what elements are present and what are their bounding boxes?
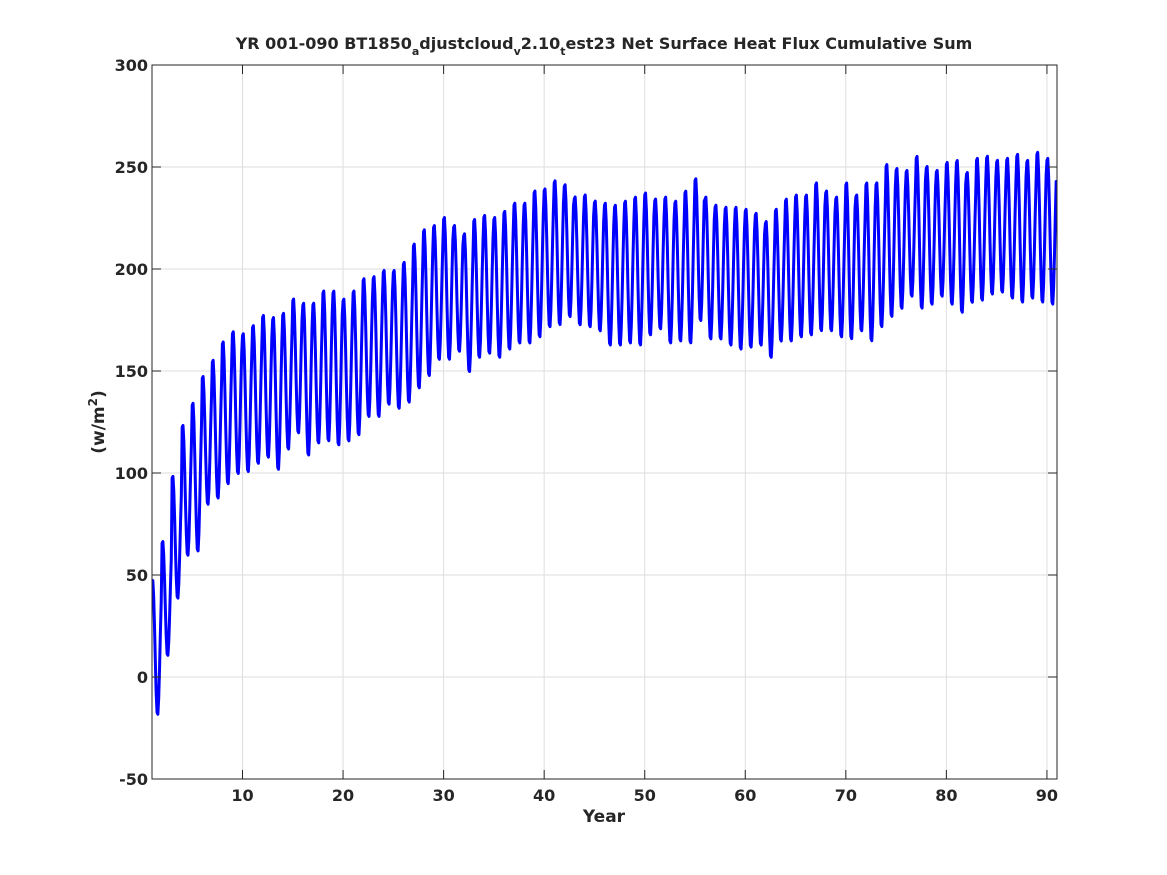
y-tick-label: 150 [115, 362, 148, 381]
y-tick-label: -50 [119, 770, 148, 789]
y-axis-label-superscript: 2 [86, 398, 100, 406]
chart-title-part: est23 Net Surface Heat Flux Cumulative S… [566, 34, 973, 53]
y-axis-label-prefix: (w/m [89, 406, 109, 453]
y-axis-label: (w/m2) [86, 390, 109, 454]
chart-title-part: djustcloud [419, 34, 513, 53]
chart-title-part: 2.10 [521, 34, 560, 53]
chart-title-part: YR 001-090 BT1850 [235, 34, 412, 53]
x-tick-label: 90 [1036, 786, 1058, 805]
axis-ticks: 10 20 30 40 50 60 70 80 90 -50 0 50 100 150 200 250 300 [115, 56, 1058, 805]
y-tick-label: 0 [137, 668, 148, 687]
axes-box [151, 64, 1058, 780]
x-tick-label: 70 [835, 786, 857, 805]
chart-title-part: a [412, 45, 419, 58]
y-tick-label: 300 [115, 56, 148, 75]
x-tick-label: 30 [432, 786, 454, 805]
x-tick-label: 80 [935, 786, 957, 805]
x-tick-label: 40 [533, 786, 555, 805]
grid-lines [152, 65, 1057, 779]
chart-title: YR 001-090 BT1850adjustcloudv2.10test23 … [235, 34, 973, 58]
y-tick-label: 100 [115, 464, 148, 483]
x-tick-label: 50 [634, 786, 656, 805]
chart-title-part: t [560, 45, 565, 58]
y-tick-label: 200 [115, 260, 148, 279]
x-tick-label: 60 [734, 786, 756, 805]
chart-title-part: v [514, 45, 522, 58]
y-tick-label: 50 [126, 566, 148, 585]
x-axis-label: Year [582, 807, 626, 827]
y-axis-label-suffix: ) [89, 390, 109, 398]
series-layer [152, 150, 1057, 716]
x-tick-label: 20 [332, 786, 354, 805]
y-tick-label: 250 [115, 158, 148, 177]
series-line [152, 150, 1057, 716]
x-tick-label: 10 [231, 786, 253, 805]
